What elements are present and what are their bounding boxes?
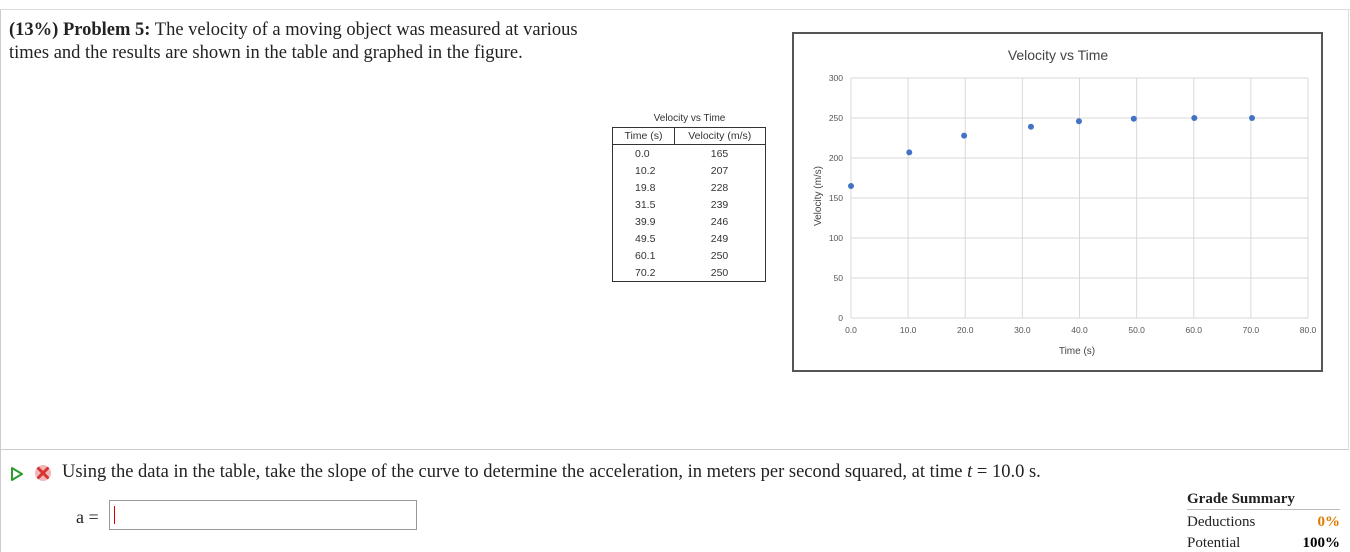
table-cell-velocity: 250 [710,266,729,279]
table-header-velocity: Velocity (m/s) [674,127,766,145]
x-tick-label: 0.0 [845,325,857,335]
data-point [961,132,968,139]
text-caret [114,506,115,524]
velocity-chart: 0 50 100 150 200 250 300 0.0 10.0 20.0 30.0 40.0 50… [792,32,1323,372]
question-variable: t [967,462,973,482]
answer-label: a = [76,507,99,527]
table-row: 39.9 246 [613,213,766,230]
data-point [848,183,854,189]
problem-statement: (13%) Problem 5: The velocity of a movin… [9,19,599,65]
y-tick-label: 250 [829,113,843,123]
potential-value: 100% [1302,535,1341,551]
data-point [1249,115,1256,121]
x-tick-label: 10.0 [900,325,917,335]
table-cell-velocity: 250 [710,249,729,262]
incorrect-x-icon [35,465,51,481]
table-row: 60.1 250 [613,247,766,264]
problem-container [0,10,1349,450]
table-row: 70.2 250 [613,264,766,282]
y-tick-label: 150 [829,193,843,203]
chart-canvas: 0 50 100 150 200 250 300 0.0 10.0 20.0 30.0 40.0 50… [813,47,1317,357]
table-cell-velocity: 249 [710,232,729,245]
question-text-after: = 10.0 s. [972,462,1041,482]
table-cell-velocity: 165 [710,147,729,160]
table-cell-time: 39.9 [635,215,656,228]
deductions-row: Deductions 0% [1187,514,1340,531]
problem-text: The velocity of a moving object was meas… [9,20,578,63]
x-axis-label: Time (s) [1059,346,1095,357]
table-row: 31.5 239 [613,196,766,213]
grade-summary-title: Grade Summary [1187,491,1340,510]
table-cell-time: 31.5 [635,198,656,211]
y-axis-label: Velocity (m/s) [813,166,824,226]
table-cell-velocity: 207 [710,164,729,177]
data-point [1130,115,1137,122]
y-tick-label: 200 [829,153,843,163]
data-point [906,149,913,156]
question-container [0,450,1350,552]
table-cell-time: 10.2 [635,164,656,177]
data-table: Time (s) Velocity (m/s) 0.0 165 10.2 207 1… [612,127,766,282]
question-text-before: Using the data in the table, take the sl… [62,462,968,482]
top-divider [0,9,1350,10]
x-tick-label: 30.0 [1014,325,1031,335]
table-cell-time: 19.8 [635,181,656,194]
table-cell-velocity: 239 [710,198,729,211]
deductions-label: Deductions [1187,514,1256,530]
table-cell-time: 0.0 [635,147,650,160]
table-row: 10.2 207 [613,162,766,179]
y-tick-label: 50 [834,273,844,283]
x-tick-label: 20.0 [957,325,974,335]
x-tick-label: 80.0 [1300,325,1317,335]
x-tick-label: 70.0 [1243,325,1260,335]
table-cell-time: 70.2 [635,266,656,279]
y-tick-label: 0 [838,313,843,323]
expand-triangle-icon[interactable] [10,467,24,481]
table-row: 49.5 249 [613,230,766,247]
y-tick-label: 300 [829,73,843,83]
x-tick-label: 40.0 [1071,325,1088,335]
answer-input[interactable] [109,500,417,530]
table-cell-time: 49.5 [635,232,656,245]
data-point [1027,123,1034,130]
chart-title: Velocity vs Time [1008,47,1109,63]
deductions-value: 0% [1317,514,1341,530]
potential-label: Potential [1187,535,1241,551]
table-title: Velocity vs Time [653,113,726,124]
problem-weight: (13%) [9,20,59,40]
potential-row: Potential 100% [1187,535,1340,552]
y-tick-label: 100 [829,233,843,243]
table-cell-velocity: 228 [710,181,729,194]
x-tick-label: 60.0 [1185,325,1202,335]
data-point [1075,118,1082,125]
table-cell-time: 60.1 [635,249,656,262]
grade-summary: Grade Summary Deductions 0% Potential 10… [1187,491,1340,552]
data-point [1191,115,1198,121]
question-text: Using the data in the table, take the sl… [62,462,1041,483]
table-cell-velocity: 246 [710,215,729,228]
x-tick-label: 50.0 [1128,325,1145,335]
problem-label: Problem 5: [62,20,151,40]
table-row: 19.8 228 [613,179,766,196]
table-header-time: Time (s) [612,127,675,145]
table-row: 0.0 165 [613,145,766,163]
